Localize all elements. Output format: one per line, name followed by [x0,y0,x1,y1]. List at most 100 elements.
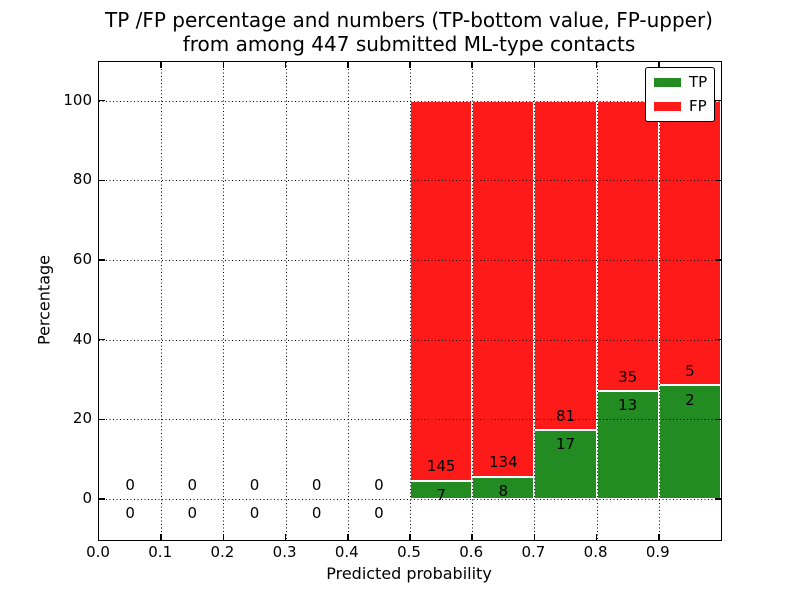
fp-legend-label: FP [689,97,707,115]
y-tick-label: 20 [72,409,92,428]
horizontal-gridline [99,419,721,421]
x-tick-label: 0.3 [272,543,297,561]
fp-bar-segment [410,100,473,481]
y-tick-mark [99,338,105,341]
horizontal-gridline [99,339,721,341]
tp-bar-segment [596,391,659,499]
x-tick-mark-top [658,62,660,68]
x-tick-mark-top [533,62,536,68]
fp-count-annotation: 5 [685,361,695,380]
tp-legend-swatch [654,78,681,87]
tp-count-annotation: 8 [498,481,509,500]
chart-title-line1: TP /FP percentage and numbers (TP-bottom… [105,8,713,32]
annotations-layer: 0 0 0 0 0 0 0 0 0 0 145 7 134 8 81 17 35 13 5 2 [99,62,721,540]
x-tick-mark-top [284,62,287,68]
x-tick-label: 0.9 [645,543,670,561]
y-tick-mark-right [715,498,721,500]
tp-count-annotation: 13 [618,396,638,415]
fp-legend-swatch [654,102,681,111]
fp-count-annotation: 134 [488,453,518,472]
x-tick-mark-top [347,62,349,68]
y-tick-mark-right [715,418,721,421]
grid-layer [99,62,721,540]
y-tick-mark [99,259,105,261]
tp-count-annotation: 7 [436,485,446,504]
y-tick-mark [99,179,105,182]
legend-item-tp: TP [654,73,708,91]
ticks-layer [99,62,721,540]
vertical-gridline [472,62,474,540]
fp-count-annotation: 0 [311,475,322,494]
tp-count-annotation: 0 [249,504,260,523]
tp-count-annotation: 0 [374,504,384,523]
tp-legend-label: TP [689,73,708,91]
y-tick-mark-right [715,259,721,261]
vertical-gridline [534,62,536,540]
x-tick-label: 0.7 [521,543,546,561]
y-tick-label: 0 [82,488,92,507]
fp-count-annotation: 35 [618,367,638,386]
x-tick-mark-top [222,62,225,68]
fp-bar-segment [596,100,659,392]
fp-count-annotation: 81 [555,406,576,425]
x-tick-label: 0.2 [210,543,235,561]
y-tick-mark-right [715,179,721,182]
x-tick-mark-top [471,62,473,68]
x-tick-mark [409,534,411,540]
x-tick-mark-top [595,62,598,68]
vertical-gridline [347,62,349,540]
x-tick-label: 0.0 [86,543,110,561]
x-tick-label: 0.5 [397,543,421,561]
legend-item-fp: FP [654,97,707,115]
y-tick-mark [99,418,105,421]
plot-area: 0 0 0 0 0 0 0 0 0 0 145 7 134 8 81 17 35 13 5 2 TP FP [98,61,722,541]
y-tick-label: 80 [72,170,92,189]
bars-layer [99,62,721,540]
vertical-gridline [596,62,598,540]
x-tick-mark [595,534,598,540]
tp-count-annotation: 0 [125,504,135,523]
tp-bar-segment [658,385,721,499]
fp-count-annotation: 0 [125,475,135,494]
vertical-gridline [161,62,163,540]
tp-count-annotation: 0 [187,504,198,523]
fp-bar-segment [472,100,535,477]
vertical-gridline [285,62,287,540]
y-tick-mark [99,99,105,102]
x-tick-mark [284,534,287,540]
y-tick-label: 40 [72,329,92,348]
tp-count-annotation: 0 [311,504,322,523]
x-axis-label: Predicted probability [326,564,492,583]
legend: TP FP [645,67,715,122]
x-tick-label: 0.6 [459,543,484,561]
tp-bar-segment [534,429,597,499]
fp-count-annotation: 0 [249,475,260,494]
chart-title-line2: from among 447 submitted ML-type contact… [182,31,636,56]
x-tick-label: 0.4 [334,543,359,561]
tp-count-annotation: 17 [555,435,576,454]
chart-title: TP /FP percentage and numbers (TP-bottom… [98,8,720,56]
vertical-gridline [658,62,660,540]
y-tick-mark-right [715,99,721,102]
horizontal-gridline [99,180,721,182]
x-tick-mark-top [160,62,162,68]
x-tick-mark [160,534,162,540]
x-tick-mark [347,534,349,540]
horizontal-gridline [99,259,721,261]
horizontal-gridline [99,498,721,500]
x-tick-label: 0.8 [583,543,608,561]
y-tick-mark [99,498,105,500]
y-tick-label: 60 [72,249,92,268]
tp-count-annotation: 2 [685,390,695,409]
x-tick-mark [222,534,225,540]
horizontal-gridline [99,100,721,102]
vertical-gridline [410,62,411,540]
vertical-gridline [223,62,225,540]
fp-count-annotation: 145 [426,457,456,476]
x-tick-label: 0.1 [148,543,173,561]
x-tick-mark [471,534,473,540]
x-tick-mark [533,534,536,540]
x-tick-mark [658,534,660,540]
fp-bar-segment [658,100,721,386]
